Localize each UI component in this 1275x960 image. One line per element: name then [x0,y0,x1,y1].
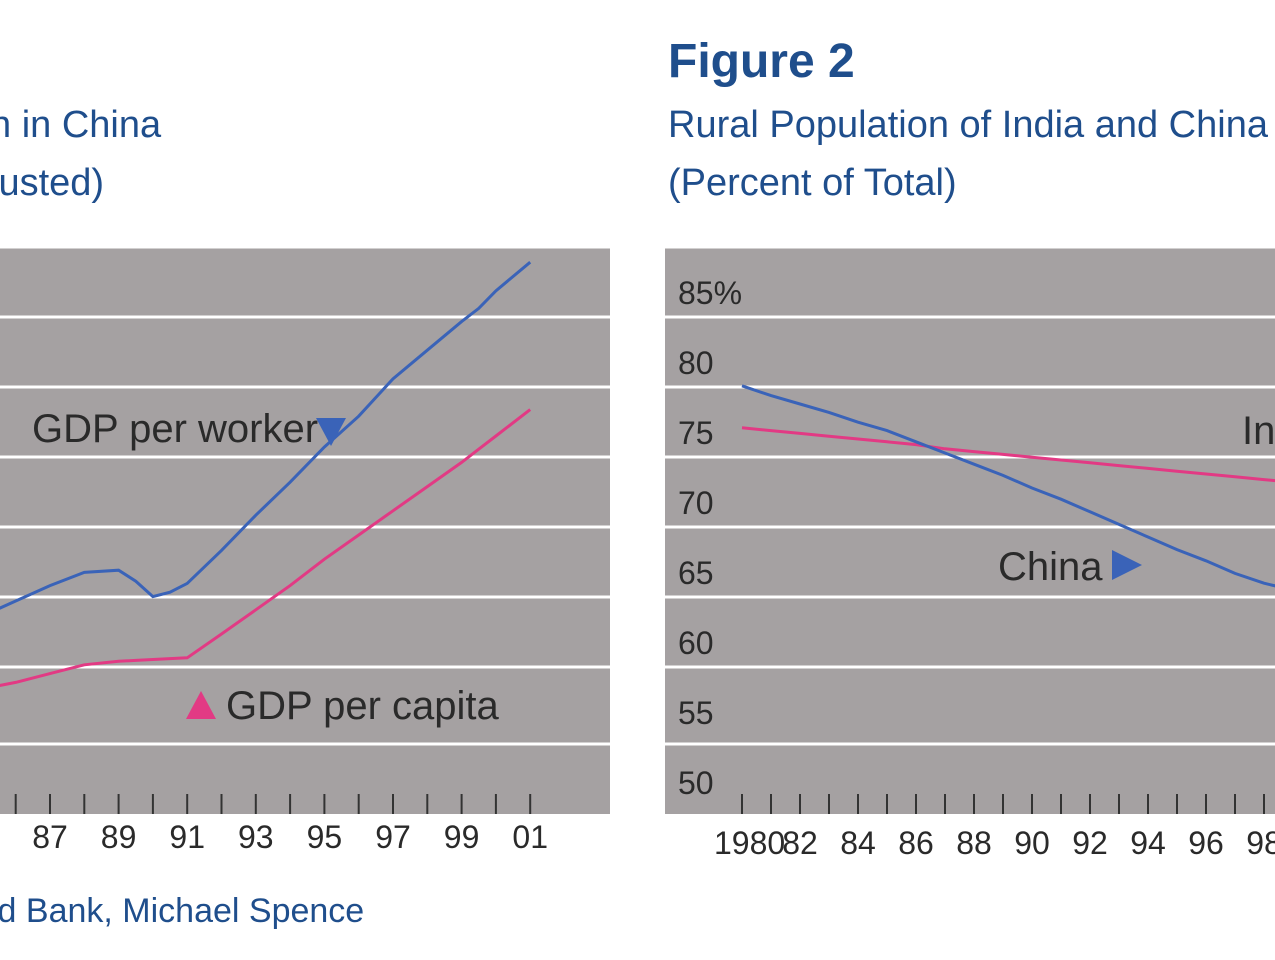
figure1-marker-down-triangle [316,418,346,446]
figure2-x-tick-label: 98 [1246,825,1275,861]
figure2-series-china [741,384,1275,588]
figure1-x-tick-label: 87 [32,819,68,855]
figure1-chart: 87 89 91 93 95 97 99 01 GDP per worker GDP per ca… [0,245,610,855]
figure1-series-gdp-per-capita [0,408,532,687]
figure2-x-tick-label: 1980 [714,825,785,861]
figure2-series-india [741,426,1275,483]
figure1-x-tick-label: 97 [375,819,411,855]
figure2-x-tick-label: 88 [956,825,992,861]
figure1-subtitle: justed) [0,162,105,204]
figure2-y-tick-label: 70 [678,485,714,521]
figure2-x-tick-label: 96 [1188,825,1224,861]
figure2-y-tick-label: 80 [678,345,714,381]
figure2-y-tick-label: 60 [678,625,714,661]
figure1-marker-up-triangle [186,691,216,719]
figure1-annotation-gdp-per-worker: GDP per worker [32,407,318,451]
figure2-annotation-china: China [998,545,1103,589]
figure2-x-tick-label: 90 [1014,825,1050,861]
figure1-x-tick-label: 89 [101,819,137,855]
figure2-y-tick-label: 65 [678,555,714,591]
figure1-annotation-gdp-per-capita: GDP per capita [226,684,499,728]
figure2-subtitle: (Percent of Total) [668,162,957,204]
figure2-y-tick-label: 50 [678,765,714,801]
figure2-y-tick-label: 55 [678,695,714,731]
figure1-plot-area [0,247,610,814]
figure1-x-tick-label: 93 [238,819,274,855]
figure1-x-tick-label: 01 [512,819,548,855]
figure1-series-gdp-per-worker [0,261,532,610]
figure1-x-tick-label: 99 [444,819,480,855]
figure1-x-tick-label: 95 [307,819,343,855]
figure2-x-tick-label: 94 [1130,825,1166,861]
figure2-x-tick-label: 86 [898,825,934,861]
figure1-title: n in China [0,104,162,146]
figure2-marker-right-triangle [1112,550,1142,580]
figure2-title: Rural Population of India and China [668,104,1268,146]
figure2-x-tick-label: 84 [840,825,876,861]
figure2-y-tick-label: 85% [678,275,742,311]
figure1-source: ld Bank, Michael Spence [0,892,365,930]
figure2-x-tick-label: 92 [1072,825,1108,861]
figure2-y-tick-label: 75 [678,415,714,451]
figure2-plot-area [665,247,1275,814]
figure2-number: Figure 2 [668,35,855,88]
figure1-x-tick-label: 91 [169,819,205,855]
figure2-x-tick-label: 82 [782,825,818,861]
figure2-annotation-india: In [1242,409,1275,453]
